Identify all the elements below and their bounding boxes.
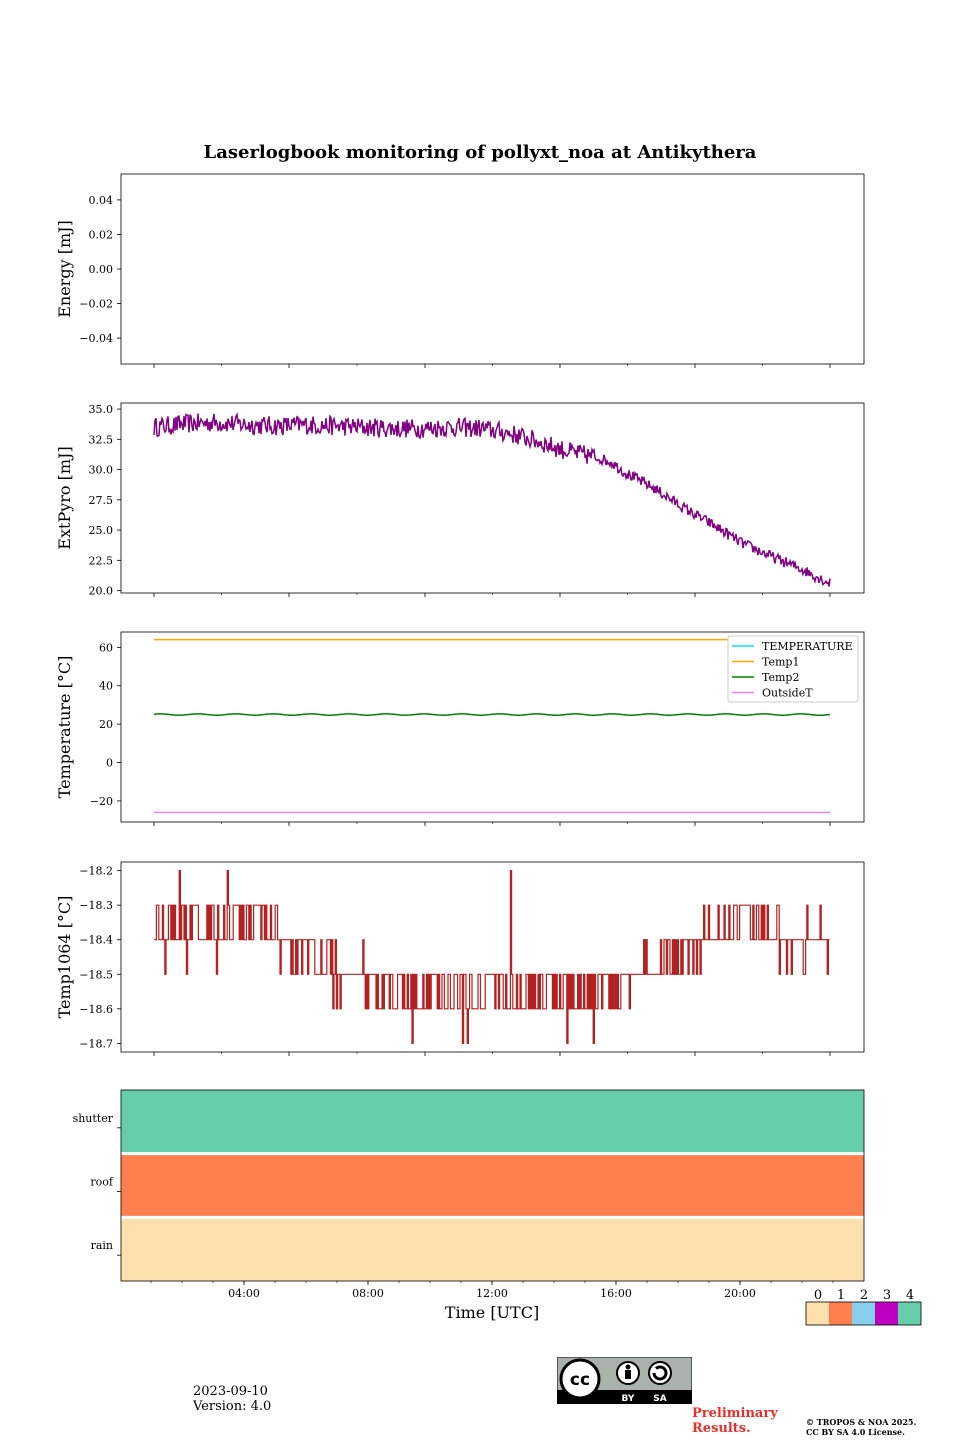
panel-4: −18.2 −18.3 −18.4 −18.5 −18.6 −18.7 Temp1064 […	[55, 861, 865, 1056]
status-row-label: shutter	[73, 1112, 114, 1125]
y-tick-label: 0.02	[89, 228, 114, 241]
colorbar-label: 1	[837, 1288, 845, 1303]
y-tick-label: 25.0	[89, 524, 114, 537]
y-tick-label: 40	[99, 680, 113, 693]
y-tick-label: 0.00	[89, 263, 114, 276]
y-tick-label: 22.5	[89, 554, 114, 567]
colorbar-frame	[805, 1301, 922, 1326]
y-tick-label: 35.0	[89, 403, 114, 416]
y-tick-label: 20	[99, 718, 113, 731]
axes-frame	[120, 402, 865, 594]
panel-2: 35.0 32.5 30.0 27.5 25.0 22.5 20.0 ExtPyro [mJ]	[55, 402, 865, 598]
y-tick-label: −0.04	[79, 332, 113, 345]
y-tick-label: −18.3	[79, 899, 113, 912]
axes-frame	[120, 631, 865, 823]
panel-status: shutter roof rain 04:00 08:00 12:00 16:00 20:00…	[73, 1089, 865, 1322]
y-tick-label: −20	[90, 795, 113, 808]
status-row-label: roof	[90, 1176, 114, 1189]
legend-label: TEMPERATURE	[762, 640, 853, 653]
colorbar-swatch	[898, 1302, 921, 1325]
colorbar-label: 0	[814, 1288, 822, 1303]
cc-by-sa-badge: cc BY SA	[557, 1357, 692, 1404]
colorbar-swatch	[829, 1302, 852, 1325]
colorbar-swatch	[875, 1302, 898, 1325]
footer-version: Version: 4.0	[193, 1399, 272, 1414]
y-tick-label: 0.04	[89, 194, 114, 207]
colorbar-label: 4	[906, 1288, 914, 1303]
copyright-line-2: CC BY SA 4.0 License.	[806, 1427, 905, 1437]
y-axis-label: Energy [mJ]	[55, 220, 74, 318]
footer-date: 2023-09-10	[193, 1384, 268, 1399]
status-band-rain	[121, 1217, 864, 1281]
y-tick-label: −18.7	[79, 1037, 113, 1050]
x-tick-label: 20:00	[724, 1287, 756, 1300]
colorbar-swatch	[852, 1302, 875, 1325]
footer-date-version: 2023-09-10 Version: 4.0	[193, 1384, 271, 1414]
y-tick-label: −18.4	[79, 934, 113, 947]
y-tick-label: 30.0	[89, 464, 114, 477]
axes-frame	[120, 1089, 865, 1282]
colorbar-swatch	[806, 1302, 829, 1325]
x-tick-label: 12:00	[476, 1287, 508, 1300]
preliminary-results-note: Preliminary Results.	[692, 1406, 778, 1436]
status-row-label: rain	[91, 1239, 113, 1252]
y-tick-label: −18.5	[79, 968, 113, 981]
series-line-temp1064	[154, 870, 830, 1044]
y-tick-label: 32.5	[89, 433, 114, 446]
sa-icon	[648, 1361, 672, 1385]
legend-box	[727, 635, 859, 703]
series-line-temp2	[153, 713, 831, 716]
series-line-extpyro	[153, 412, 831, 587]
colorbar-label: 2	[860, 1288, 868, 1303]
svg-text:cc: cc	[570, 1370, 590, 1390]
y-axis-label: Temp1064 [°C]	[55, 896, 74, 1019]
x-tick-label: 04:00	[228, 1287, 260, 1300]
panels: 0.04 0.02 0.00 −0.02 −0.04 Energy [mJ] 35.0 32.…	[55, 173, 865, 1322]
legend-label: OutsideT	[762, 687, 813, 700]
y-tick-label: 20.0	[89, 585, 114, 598]
y-axis-label: Temperature [°C]	[55, 656, 74, 799]
y-tick-label: −18.2	[79, 865, 113, 878]
plot-area	[121, 862, 864, 1052]
status-band-roof	[121, 1153, 864, 1218]
y-tick-label: −18.6	[79, 1003, 113, 1016]
legend-label: Temp1	[762, 656, 799, 669]
cc-by-label: BY	[622, 1394, 635, 1404]
x-tick-label: 08:00	[352, 1287, 384, 1300]
colorbar-label: 3	[883, 1288, 891, 1303]
legend: TEMPERATURE Temp1 Temp2 OutsideT	[727, 635, 859, 703]
panel-3: 60 40 20 0 −20 Temperature [°C] TEMPERATURE Tem…	[55, 631, 865, 826]
panel-1: 0.04 0.02 0.00 −0.02 −0.04 Energy [mJ]	[55, 173, 865, 368]
legend-label: Temp2	[762, 671, 799, 684]
y-tick-label: 27.5	[89, 494, 114, 507]
x-tick-label: 16:00	[600, 1287, 632, 1300]
y-tick-label: 0	[106, 757, 113, 770]
copyright-line-1: © TROPOS & NOA 2025.	[806, 1417, 917, 1427]
status-band-shutter	[121, 1090, 864, 1154]
plot-area	[121, 403, 864, 593]
copyright-note: © TROPOS & NOA 2025. CC BY SA 4.0 Licens…	[806, 1417, 916, 1437]
y-tick-label: 60	[99, 641, 113, 654]
axes-frame	[120, 173, 865, 365]
y-tick-label: −0.02	[79, 298, 113, 311]
x-axis-label: Time [UTC]	[445, 1303, 539, 1322]
cc-sa-label: SA	[653, 1394, 666, 1404]
axes-frame	[120, 861, 865, 1053]
y-axis-label: ExtPyro [mJ]	[55, 446, 74, 549]
chart-title: Laserlogbook monitoring of pollyxt_noa a…	[204, 142, 757, 163]
cc-icon	[559, 1358, 601, 1400]
plot-area	[121, 174, 864, 364]
